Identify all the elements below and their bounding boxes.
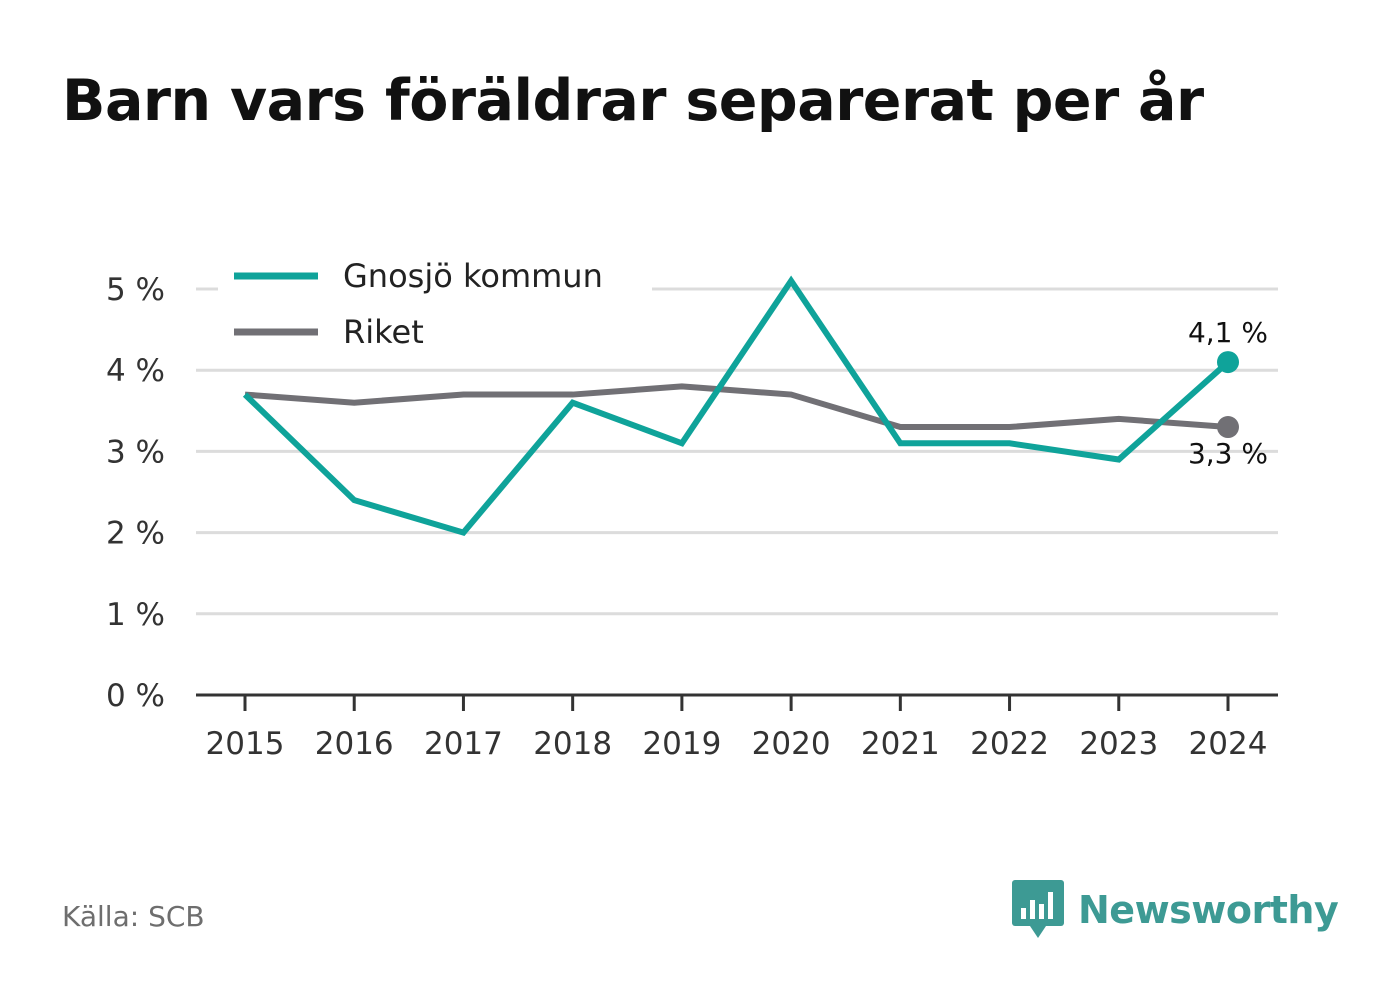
series-line bbox=[242, 275, 1230, 537]
x-tick-label: 2016 bbox=[315, 726, 394, 762]
end-labels: 4,1 % 3,3 % bbox=[1188, 316, 1268, 470]
y-axis-ticks: 0 % 1 % 2 % 3 % 4 % 5 % bbox=[106, 272, 165, 714]
end-value-label: 3,3 % bbox=[1188, 437, 1268, 470]
x-tick-label: 2024 bbox=[1189, 726, 1268, 762]
x-tick-label: 2021 bbox=[861, 726, 940, 762]
series-line bbox=[244, 383, 1229, 431]
x-tick-label: 2020 bbox=[752, 726, 831, 762]
series-end-point bbox=[1217, 351, 1239, 374]
legend: Gnosjö kommun Riket bbox=[218, 245, 652, 363]
series-end-point bbox=[1217, 416, 1239, 439]
x-axis-ticks: 2015 2016 2017 2018 2019 2020 2021 2022 2023 2024 bbox=[206, 726, 1268, 762]
chart-title: Barn vars föräldrar separerat per år bbox=[62, 68, 1204, 134]
bar-chart-speech-bubble-icon bbox=[1012, 880, 1064, 938]
y-tick-label: 0 % bbox=[106, 678, 165, 714]
x-tick-label: 2023 bbox=[1079, 726, 1158, 762]
y-tick-label: 2 % bbox=[106, 516, 165, 552]
legend-label: Gnosjö kommun bbox=[343, 257, 603, 295]
brand-logo: Newsworthy bbox=[1012, 880, 1339, 940]
brand-name: Newsworthy bbox=[1078, 888, 1339, 932]
legend-label: Riket bbox=[343, 313, 424, 351]
y-tick-label: 1 % bbox=[106, 597, 165, 633]
source-note: Källa: SCB bbox=[62, 900, 205, 933]
end-value-label: 4,1 % bbox=[1188, 316, 1268, 349]
gridlines bbox=[196, 287, 1278, 616]
y-tick-label: 4 % bbox=[106, 353, 165, 389]
y-tick-label: 3 % bbox=[106, 434, 165, 470]
x-tick-label: 2015 bbox=[206, 726, 285, 762]
x-tick-label: 2018 bbox=[533, 726, 612, 762]
x-tick-label: 2017 bbox=[424, 726, 503, 762]
y-tick-label: 5 % bbox=[106, 272, 165, 308]
legend-background bbox=[218, 245, 652, 363]
x-tick-label: 2022 bbox=[970, 726, 1049, 762]
x-axis bbox=[196, 693, 1278, 711]
series-lines bbox=[242, 275, 1239, 537]
x-tick-label: 2019 bbox=[642, 726, 721, 762]
